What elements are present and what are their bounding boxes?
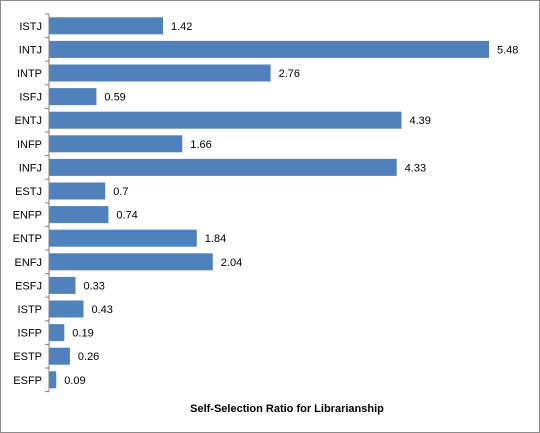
bar-isfp [49, 324, 65, 342]
data-label-esfj: 0.33 [84, 280, 105, 292]
bar-infp [49, 135, 183, 153]
y-tick-label-isfj: ISFJ [19, 92, 42, 104]
data-label-intp: 2.76 [279, 68, 300, 80]
data-label-enfj: 2.04 [221, 257, 242, 269]
data-label-istj: 1.42 [171, 21, 192, 33]
bar-isfj [49, 88, 97, 106]
bar-entp [49, 229, 197, 247]
data-label-intj: 5.48 [497, 44, 518, 56]
y-tick-label-esfj: ESFJ [15, 280, 42, 292]
bar-estp [49, 347, 70, 365]
bar-istj [49, 17, 163, 35]
data-label-enfp: 0.74 [116, 210, 137, 222]
y-tick-label-entj: ENTJ [15, 115, 43, 127]
y-tick-label-intj: INTJ [19, 44, 42, 56]
y-tick-label-intp: INTP [17, 68, 42, 80]
bar-enfp [49, 206, 109, 224]
data-label-entj: 4.39 [410, 115, 431, 127]
bar-intp [49, 64, 271, 82]
data-label-esfp: 0.09 [64, 375, 85, 387]
data-label-istp: 0.43 [92, 304, 113, 316]
y-tick-label-istp: ISTP [18, 304, 42, 316]
data-label-isfj: 0.59 [104, 92, 125, 104]
bar-intj [49, 40, 489, 58]
x-axis-title: Self-Selection Ratio for Librarianship [190, 403, 384, 415]
bar-enfj [49, 253, 213, 271]
y-tick-label-estp: ESTP [13, 351, 42, 363]
y-tick-label-entp: ENTP [13, 233, 42, 245]
bar-infj [49, 158, 397, 176]
data-label-estp: 0.26 [78, 351, 99, 363]
y-tick-label-estj: ESTJ [15, 186, 42, 198]
data-label-estj: 0.7 [113, 186, 128, 198]
bar-esfp [49, 371, 57, 389]
y-tick-label-esfp: ESFP [13, 375, 42, 387]
y-tick-label-isfp: ISFP [18, 328, 42, 340]
y-tick-label-infj: INFJ [19, 162, 42, 174]
y-tick-label-infp: INFP [17, 139, 42, 151]
data-label-infp: 1.66 [190, 139, 211, 151]
bars-layer: 1.42 5.48 2.76 0.59 4.39 1.66 4.33 0.7 0.74 1.84 2… [49, 17, 518, 389]
data-label-entp: 1.84 [205, 233, 226, 245]
data-label-infj: 4.33 [405, 162, 426, 174]
y-tick-label-enfj: ENFJ [15, 257, 43, 269]
bar-istp [49, 300, 84, 318]
ticks-layer: ISTJ INTJ INTP ISFJ ENTJ INFP INFJ ESTJ ENFP ENTP… [13, 13, 49, 393]
bar-entj [49, 111, 402, 129]
bar-estj [49, 182, 106, 200]
data-label-isfp: 0.19 [72, 328, 93, 340]
bar-esfj [49, 276, 76, 294]
y-tick-label-enfp: ENFP [13, 210, 42, 222]
y-tick-label-istj: ISTJ [19, 21, 42, 33]
